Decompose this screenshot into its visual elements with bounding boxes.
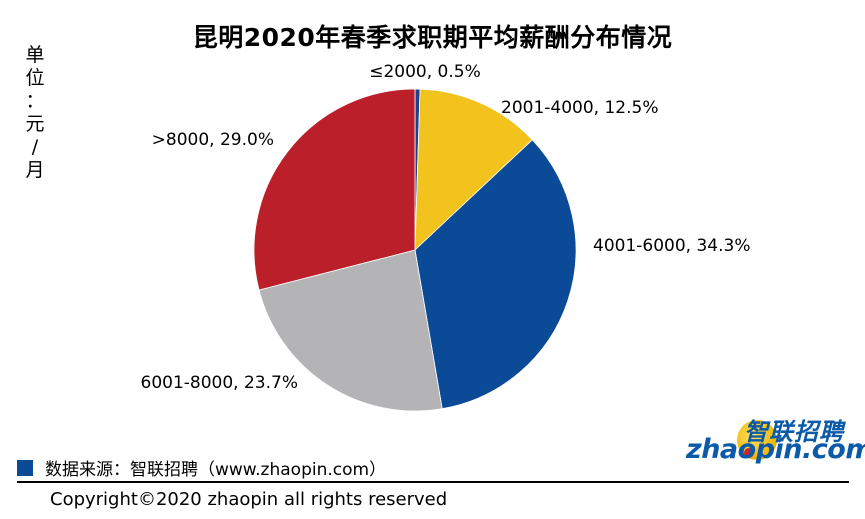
pie-slice-60018000	[258, 249, 443, 412]
pie-slice-label: >8000, 29.0%	[152, 130, 274, 150]
pie-slice-label: 2001-4000, 12.5%	[501, 98, 658, 118]
unit-label-char: 月	[25, 159, 45, 181]
pie-slice-40016000	[414, 139, 577, 410]
pie-slices	[253, 88, 577, 412]
footer-divider	[17, 481, 849, 483]
logo-ball-icon	[737, 420, 777, 460]
zhaopin-logo: 智联招聘 zhaopin.com	[682, 412, 865, 474]
data-source: 数据来源：智联招聘（www.zhaopin.com）	[17, 455, 386, 480]
unit-label: 单位：元 / 月	[22, 44, 48, 182]
chart-title: 昆明2020年春季求职期平均薪酬分布情况	[192, 23, 673, 52]
unit-label-char: 单	[25, 44, 45, 66]
pie-labels: ≤2000, 0.5% 2001-4000, 12.5% 4001-6000, 34…	[141, 62, 751, 393]
logo-en-text: zhaopin.com	[686, 434, 865, 465]
unit-label-char: 位	[25, 67, 45, 89]
unit-label-char: 元	[25, 113, 45, 135]
unit-label-char: ：	[25, 90, 45, 112]
pie-slice-8000	[253, 88, 416, 291]
source-text: 数据来源：智联招聘（www.zhaopin.com）	[45, 460, 387, 480]
source-square-icon	[17, 459, 33, 476]
pie-slice-label: 6001-8000, 23.7%	[141, 373, 298, 393]
pie-slice-20014000	[414, 88, 533, 251]
unit-label-char: /	[31, 136, 39, 158]
pie-slice-label: ≤2000, 0.5%	[369, 62, 481, 82]
logo-dot-icon	[744, 448, 754, 458]
logo-cn-text: 智联招聘	[744, 418, 844, 446]
pie-slice-label: 4001-6000, 34.3%	[593, 236, 750, 256]
copyright-text: Copyright©2020 zhaopin all rights reserv…	[50, 489, 448, 510]
